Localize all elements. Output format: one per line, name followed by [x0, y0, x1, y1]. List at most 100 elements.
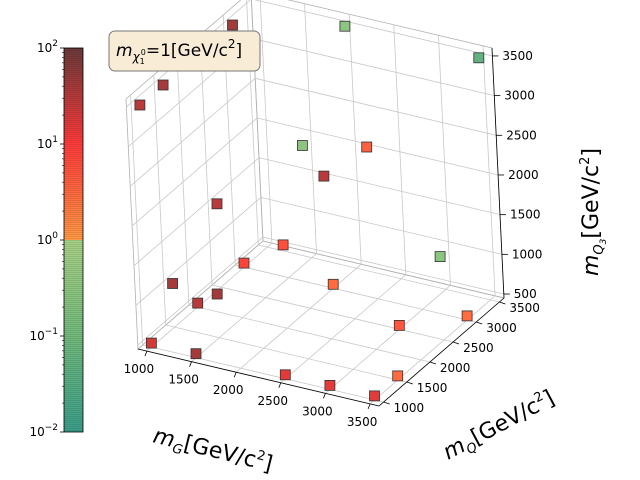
z-tick-label: 2500	[506, 128, 537, 142]
y-tick-label: 3000	[486, 321, 517, 335]
y-tick-mark	[452, 341, 460, 345]
x-tick-label: 3000	[302, 404, 333, 418]
x-tick-mark	[323, 393, 326, 399]
grid-z-back	[262, 236, 504, 295]
grid-x-back	[304, 3, 317, 254]
grid-z-left	[135, 197, 262, 306]
grid-z-back	[254, 0, 493, 57]
axes-tick-labels: 1000 1500 2000 2500 3000 3500 1000 1500 2000 2500…	[124, 49, 543, 429]
pane-back-xz	[251, 0, 505, 299]
data-point	[134, 99, 146, 111]
data-point	[211, 288, 223, 300]
grid-y-left	[199, 34, 213, 286]
grid-y-floor	[258, 244, 500, 303]
z-tick-label: 1500	[510, 208, 541, 222]
z-tick-label: 500	[514, 287, 537, 301]
y-tick-mark	[383, 401, 390, 405]
grid-x-floor	[325, 285, 451, 394]
axes-grid	[126, 0, 504, 405]
grid-y-left	[130, 94, 144, 346]
y-tick-label: 3500	[509, 301, 540, 315]
grid-x-back	[259, 0, 273, 244]
z-tick-label: 1000	[512, 247, 543, 261]
grid-y-floor	[211, 284, 454, 343]
z-tick-label: 2000	[508, 168, 539, 182]
data-point	[327, 278, 339, 290]
z-tick-label: 3500	[502, 49, 533, 63]
data-point	[145, 337, 157, 349]
grid-x-floor	[235, 263, 362, 373]
y-axis-line	[378, 297, 505, 407]
y-tick-mark	[476, 321, 483, 325]
data-point	[392, 370, 404, 382]
grid-x-back	[348, 14, 362, 265]
x-tick-label: 1000	[124, 362, 155, 376]
data-point	[473, 52, 485, 64]
y-tick-mark	[406, 381, 413, 385]
grid-y-floor	[142, 344, 384, 403]
data-point	[190, 348, 202, 360]
grid-y-left	[153, 74, 167, 326]
z-axis-line	[491, 47, 505, 299]
x-tick-label: 2000	[213, 383, 244, 397]
data-point	[339, 20, 351, 32]
data-point	[369, 390, 380, 402]
x-tick-mark	[278, 382, 282, 388]
x-tick-mark	[233, 372, 237, 378]
data-point	[361, 141, 373, 153]
annotation-box: mχ10=1[GeV/c2]	[108, 30, 261, 72]
grid-z-back	[253, 38, 495, 97]
grid-y-floor	[235, 264, 477, 323]
data-point	[192, 297, 204, 309]
colorbar-tick-label: 102	[37, 39, 58, 55]
data-point	[279, 369, 291, 381]
y-tick-mark	[429, 361, 437, 365]
x-axis-line	[137, 348, 380, 407]
data-point	[393, 319, 405, 331]
x-tick-label: 1500	[168, 373, 199, 387]
colorbar: 10−2 10−1 100 101 102	[29, 39, 84, 439]
grid-x-floor	[280, 274, 407, 384]
x-axis-title: mG[GeV/c2]	[150, 423, 276, 480]
grid-z-back	[260, 196, 502, 255]
grid-x-floor	[191, 253, 317, 362]
grid-z-back	[258, 157, 501, 216]
grid-z-back	[255, 77, 497, 136]
x-tick-label: 3500	[347, 415, 378, 429]
y-axis-title: mQ[GeV/c2]	[439, 385, 561, 468]
data-point	[277, 239, 289, 251]
grid-y-left	[176, 54, 190, 306]
grid-z-left	[137, 236, 264, 346]
grid-z-left	[131, 117, 258, 227]
data-point	[157, 79, 169, 91]
colorbar-tick-label: 100	[37, 231, 58, 247]
data-point	[167, 278, 179, 289]
colorbar-stripes	[64, 48, 83, 432]
grid-y-floor	[188, 304, 431, 363]
annotation-text: mχ10=1[GeV/c2]	[116, 37, 242, 66]
axes-edges	[137, 47, 510, 410]
z-tick-label: 3000	[504, 89, 535, 103]
colorbar-tick-label: 10−1	[29, 327, 58, 343]
x-tick-mark	[189, 361, 192, 367]
data-point	[211, 198, 223, 210]
z-axis-title: mQ3[GeV/c2]	[578, 148, 609, 276]
annotation-background	[108, 30, 261, 72]
x-tick-mark	[144, 350, 148, 357]
grid-z-left	[133, 157, 260, 266]
grid-y-floor	[165, 324, 407, 383]
data-point	[227, 19, 238, 31]
colorbar-tick-label: 10−2	[29, 423, 58, 439]
data-point	[461, 310, 473, 322]
x-tick-label: 2500	[258, 394, 289, 408]
y-tick-mark	[499, 301, 506, 305]
data-point	[238, 257, 250, 269]
grid-z-left	[129, 77, 256, 187]
y-tick-label: 1000	[394, 401, 425, 415]
y-tick-label: 1500	[417, 381, 448, 395]
colorbar-ticks: 10−2 10−1 100 101 102	[29, 39, 64, 439]
data-point	[324, 379, 336, 391]
data-point	[434, 251, 446, 263]
x-tick-mark	[367, 403, 371, 410]
